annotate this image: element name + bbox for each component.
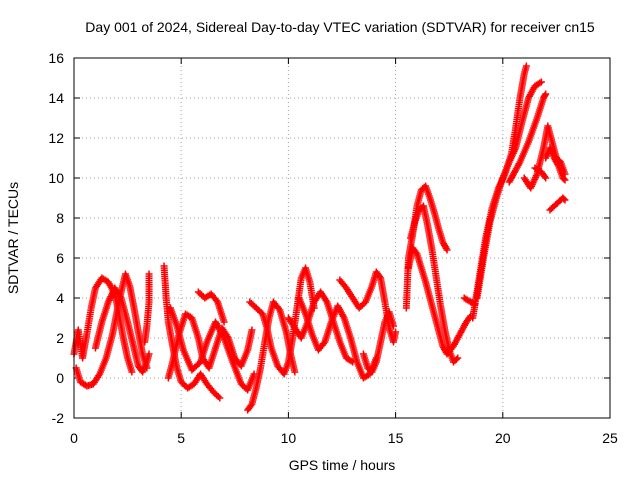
data-point xyxy=(220,318,228,326)
series-track-3 xyxy=(91,284,153,376)
series-track-14 xyxy=(359,308,397,376)
y-tick-label: 6 xyxy=(56,250,64,266)
data-point xyxy=(248,326,256,334)
y-tick-label: 0 xyxy=(56,370,64,386)
series-track-2 xyxy=(72,270,151,390)
data-point xyxy=(561,176,569,184)
data-point xyxy=(216,394,224,402)
y-tick-label: 16 xyxy=(48,50,64,66)
data-point xyxy=(452,355,460,363)
y-tick-label: 8 xyxy=(56,210,64,226)
y-tick-label: -2 xyxy=(52,410,65,426)
data-point xyxy=(389,322,397,330)
data-point xyxy=(542,174,550,182)
data-point xyxy=(376,273,384,280)
x-tick-label: 20 xyxy=(495,430,511,446)
series-track-20 xyxy=(473,78,545,302)
y-tick-label: 12 xyxy=(48,130,64,146)
series-track-4 xyxy=(141,270,153,346)
axis-ticks xyxy=(73,57,611,419)
y-axis-label: SDTVAR / TECUs xyxy=(5,182,21,294)
series-track-13 xyxy=(336,268,400,346)
data-point xyxy=(541,173,549,180)
y-tick-label: 2 xyxy=(56,330,64,346)
data-point xyxy=(145,270,153,278)
x-tick-label: 0 xyxy=(70,430,78,446)
series-track-17 xyxy=(407,202,462,366)
y-tick-label: 4 xyxy=(56,290,64,306)
data-point xyxy=(560,175,568,183)
x-tick-label: 5 xyxy=(177,430,185,446)
data-point xyxy=(443,246,451,254)
data-point xyxy=(522,62,530,70)
series-track-24 xyxy=(546,194,569,214)
series-track-23 xyxy=(542,144,569,184)
data-point xyxy=(291,368,299,376)
data-point xyxy=(454,354,462,362)
y-tick-label: 14 xyxy=(48,90,64,106)
x-tick-label: 25 xyxy=(602,430,618,446)
series-track-10 xyxy=(246,264,318,378)
plot-frame xyxy=(73,57,611,419)
series-track-5 xyxy=(160,262,224,402)
data-point xyxy=(560,195,568,203)
series-track-21 xyxy=(505,90,550,186)
data-point xyxy=(542,90,550,98)
series-track-25 xyxy=(531,164,550,182)
data-point xyxy=(392,328,400,336)
series-track-7 xyxy=(166,304,258,394)
data-point xyxy=(128,368,136,376)
series-track-8 xyxy=(194,288,228,326)
x-tick-label: 15 xyxy=(388,430,404,446)
data-point xyxy=(561,196,569,204)
data-point xyxy=(145,350,153,358)
chart-title: Day 001 of 2024, Sidereal Day-to-day VTE… xyxy=(85,19,595,35)
y-tick-label: 10 xyxy=(48,170,64,186)
data-points xyxy=(70,62,569,414)
data-point xyxy=(537,78,545,86)
x-tick-label: 10 xyxy=(281,430,297,446)
tick-labels: 0 5 10 15 20 25 -2 0 2 4 6 8 10 12 14 16 xyxy=(48,50,618,446)
series-track-22 xyxy=(520,122,569,192)
grid-lines xyxy=(74,58,610,418)
x-axis-label: GPS time / hours xyxy=(289,457,396,473)
